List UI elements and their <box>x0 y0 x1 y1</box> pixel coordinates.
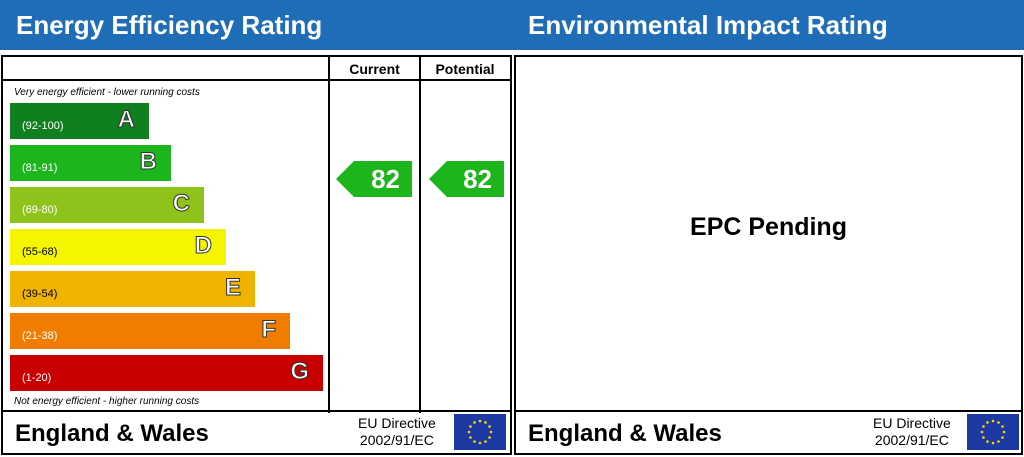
star <box>986 421 989 424</box>
potential-rating-arrow: 82 <box>429 161 504 197</box>
star <box>469 436 472 439</box>
eu-line1: EU Directive <box>873 415 951 431</box>
star <box>1001 425 1004 428</box>
star <box>1002 430 1006 434</box>
eu-flag-icon <box>454 414 506 450</box>
band-letter: G <box>290 358 310 386</box>
band-range: (55-68) <box>22 246 58 258</box>
star <box>467 430 471 434</box>
star <box>473 421 476 424</box>
band-G: (1-20) G <box>10 355 323 391</box>
eu-line2: 2002/91/EC <box>359 432 434 448</box>
current-rating-arrow: 82 <box>336 161 412 197</box>
eu-directive: EU Directive 2002/91/EC <box>358 415 436 449</box>
band-letter: C <box>172 190 190 218</box>
band-letter: F <box>261 316 277 344</box>
energy-footer: England & Wales EU Directive 2002/91/EC <box>3 410 510 453</box>
bottom-note: Not energy efficient - higher running co… <box>14 396 200 407</box>
band-range: (92-100) <box>22 120 64 132</box>
label-column-header <box>3 57 329 81</box>
region-label: England & Wales <box>528 420 722 447</box>
environment-footer: England & Wales EU Directive 2002/91/EC <box>516 410 1021 453</box>
energy-title: Energy Efficiency Rating <box>0 0 512 50</box>
star <box>980 430 984 434</box>
star <box>991 419 995 423</box>
band-letter: A <box>117 106 135 134</box>
band-D: (55-68) D <box>10 229 226 265</box>
star <box>469 425 472 428</box>
star <box>489 430 493 434</box>
eu-flag-icon <box>967 414 1019 450</box>
star <box>1001 436 1004 439</box>
eu-directive: EU Directive 2002/91/EC <box>873 415 951 449</box>
star <box>478 419 482 423</box>
band-letter: E <box>224 274 241 302</box>
band-range: (39-54) <box>22 288 58 300</box>
star <box>997 421 1000 424</box>
environment-title: Environmental Impact Rating <box>512 0 1024 50</box>
band-range: (21-38) <box>22 330 58 342</box>
current-column-header: Current <box>329 57 420 81</box>
energy-panel: Current Potential Very energy efficient … <box>1 55 512 455</box>
potential-column-header: Potential <box>420 57 510 81</box>
star <box>478 441 482 445</box>
band-C: (69-80) C <box>10 187 204 223</box>
band-E: (39-54) E <box>10 271 255 307</box>
band-range: (69-80) <box>22 204 58 216</box>
epc-pending-status: EPC Pending <box>690 213 847 241</box>
band-F: (21-38) F <box>10 313 290 349</box>
star <box>484 421 487 424</box>
divider <box>419 57 421 413</box>
eu-line1: EU Directive <box>358 415 436 431</box>
star <box>991 441 995 445</box>
top-note: Very energy efficient - lower running co… <box>14 87 200 98</box>
band-letter: D <box>194 232 212 260</box>
region-label: England & Wales <box>15 420 209 447</box>
divider <box>328 57 330 413</box>
star <box>982 436 985 439</box>
band-B: (81-91) B <box>10 145 171 181</box>
eu-line2: 2002/91/EC <box>874 432 949 448</box>
star <box>997 440 1000 443</box>
star <box>986 440 989 443</box>
star <box>473 440 476 443</box>
star <box>484 440 487 443</box>
band-range: (81-91) <box>22 162 58 174</box>
band-range: (1-20) <box>22 372 52 384</box>
band-A: (92-100) A <box>10 103 149 139</box>
star <box>488 425 491 428</box>
star <box>982 425 985 428</box>
band-letter: B <box>139 148 157 176</box>
environment-panel: EPC Pending England & Wales EU Directive… <box>514 55 1023 455</box>
star <box>488 436 491 439</box>
